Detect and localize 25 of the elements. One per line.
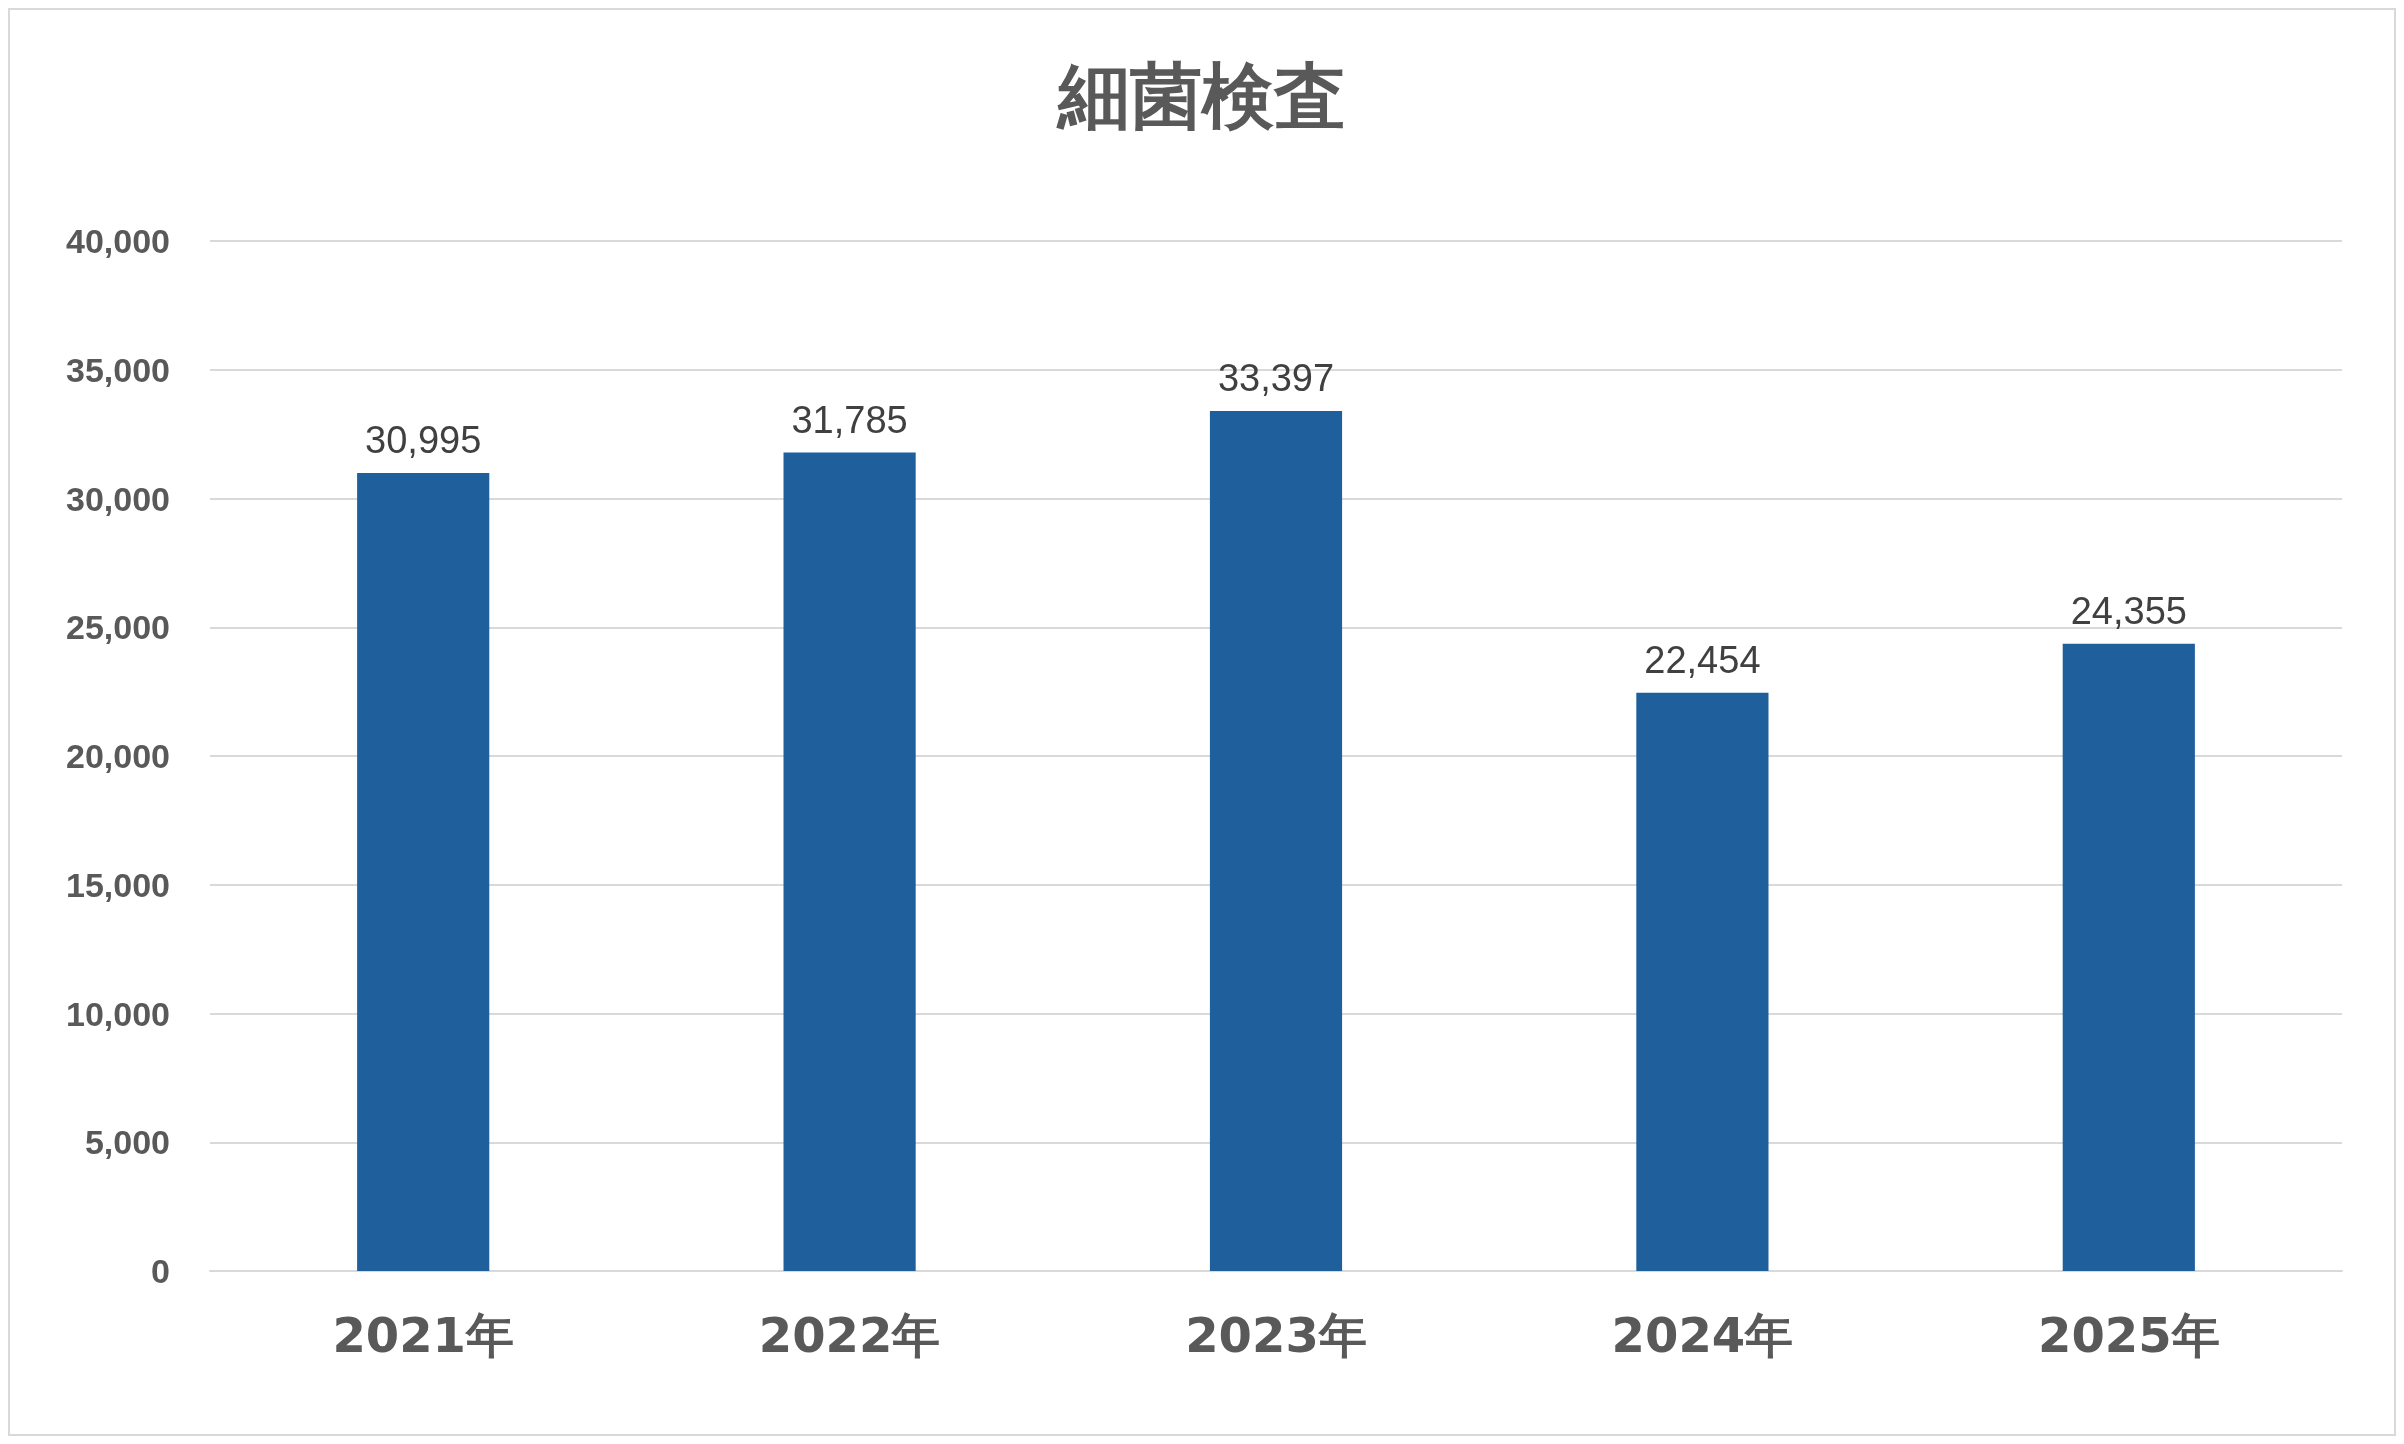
y-tick-label: 0 — [151, 1252, 170, 1290]
y-tick-label: 20,000 — [66, 737, 170, 775]
y-tick-label: 30,000 — [66, 479, 170, 518]
y-tick-label: 25,000 — [66, 608, 170, 647]
y-tick-label: 35,000 — [66, 350, 170, 389]
bar — [2062, 643, 2195, 1271]
bar — [1209, 411, 1343, 1271]
y-tick-label: 15,000 — [66, 865, 170, 904]
x-tick-label: 2022年 — [758, 1307, 941, 1363]
chart-title: 細菌検査 — [1056, 54, 1346, 138]
data-label: 31,785 — [791, 398, 908, 441]
data-label: 24,355 — [2070, 589, 2187, 632]
data-label: 22,454 — [1644, 638, 1761, 681]
x-tick-label: 2021年 — [332, 1307, 514, 1363]
bar — [1636, 692, 1769, 1271]
data-label: 33,397 — [1217, 357, 1335, 400]
x-tick-label: 2024年 — [1611, 1307, 1794, 1363]
y-tick-label: 10,000 — [66, 994, 170, 1033]
x-tick-label: 2023年 — [1185, 1307, 1367, 1363]
x-tick-label: 2025年 — [2038, 1307, 2220, 1363]
y-tick-label: 5,000 — [84, 1123, 170, 1162]
bar — [783, 452, 916, 1271]
y-tick-label: 40,000 — [66, 222, 170, 260]
data-label: 30,995 — [365, 418, 482, 461]
bar — [357, 472, 490, 1271]
